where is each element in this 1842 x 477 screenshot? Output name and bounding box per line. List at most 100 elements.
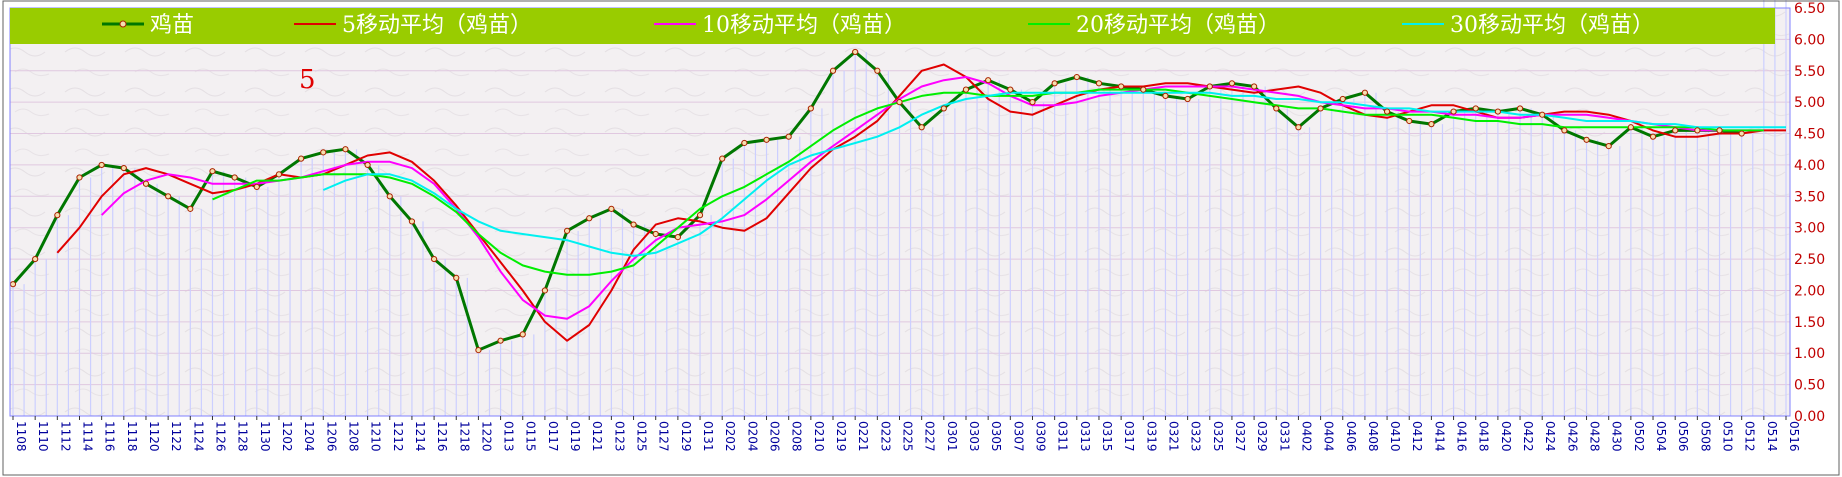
x-tick-label: 1110 xyxy=(36,421,50,452)
x-tick-label: 0313 xyxy=(1078,421,1092,452)
x-tick-label: 0115 xyxy=(524,421,538,452)
price-point xyxy=(608,205,615,212)
price-point xyxy=(253,183,260,190)
x-tick-label: 0305 xyxy=(989,421,1003,452)
x-tick-label: 0309 xyxy=(1033,421,1047,452)
price-point xyxy=(1295,124,1302,131)
x-tick-label: 1130 xyxy=(258,421,272,452)
x-axis: 1108 1110 1112 1114 1116 1118 1120 1122 1124 1126… xyxy=(12,416,1801,452)
price-point xyxy=(1051,80,1058,87)
x-tick-label: 1118 xyxy=(125,421,139,452)
x-tick-label: 0327 xyxy=(1233,421,1247,452)
y-tick-label: 3.00 xyxy=(1794,221,1825,237)
price-point xyxy=(741,139,748,147)
price-point xyxy=(829,67,837,74)
price-point xyxy=(1383,108,1391,115)
price-point xyxy=(1339,95,1346,103)
x-tick-label: 0206 xyxy=(768,421,782,452)
price-point xyxy=(541,287,549,294)
price-point xyxy=(453,274,460,282)
price-point xyxy=(1317,105,1324,112)
legend-label-3: 20移动平均（鸡苗） xyxy=(1076,13,1280,38)
x-tick-label: 0127 xyxy=(657,421,671,452)
y-tick-label: 1.00 xyxy=(1794,346,1825,362)
price-point xyxy=(1450,108,1457,115)
x-tick-label: 0119 xyxy=(568,421,582,452)
x-tick-label: 0301 xyxy=(945,421,959,452)
price-point xyxy=(962,86,970,93)
price-point xyxy=(1029,99,1036,106)
legend-label-2: 10移动平均（鸡苗） xyxy=(702,13,906,38)
price-point xyxy=(563,227,571,234)
price-point xyxy=(497,337,504,344)
x-tick-label: 0514 xyxy=(1765,421,1779,452)
x-tick-label: 0416 xyxy=(1455,421,1469,452)
x-tick-label: 0406 xyxy=(1344,421,1358,452)
x-tick-label: 1128 xyxy=(236,421,250,452)
price-point xyxy=(1627,124,1634,131)
price-point xyxy=(386,193,393,200)
price-point xyxy=(896,99,903,106)
y-tick-label: 6.50 xyxy=(1794,1,1825,17)
price-point xyxy=(1140,86,1147,93)
legend-label-4: 30移动平均（鸡苗） xyxy=(1450,13,1654,38)
x-tick-label: 0208 xyxy=(790,421,804,452)
x-tick-label: 0210 xyxy=(812,421,826,452)
x-tick-label: 0424 xyxy=(1543,421,1557,452)
price-point xyxy=(1162,92,1169,99)
x-tick-label: 0204 xyxy=(745,421,759,452)
price-point xyxy=(763,136,770,143)
x-tick-label: 1112 xyxy=(58,421,72,452)
price-point xyxy=(275,171,283,178)
x-tick-label: 0420 xyxy=(1499,421,1513,452)
price-point xyxy=(1494,108,1501,115)
x-tick-label: 1216 xyxy=(435,421,449,452)
x-tick-label: 1208 xyxy=(346,421,360,452)
x-tick-label: 0223 xyxy=(878,421,892,452)
x-tick-label: 0129 xyxy=(679,421,693,452)
price-point xyxy=(852,48,859,56)
x-tick-label: 1220 xyxy=(479,421,493,452)
price-point xyxy=(940,105,947,112)
y-tick-label: 2.50 xyxy=(1794,252,1825,268)
x-tick-label: 1114 xyxy=(80,421,94,452)
price-markers xyxy=(9,48,1745,354)
x-tick-label: 1204 xyxy=(302,421,316,452)
x-tick-label: 0317 xyxy=(1122,421,1136,452)
price-point xyxy=(630,221,637,228)
x-tick-label: 0410 xyxy=(1388,421,1402,452)
x-tick-label: 1206 xyxy=(324,421,338,452)
price-point xyxy=(342,146,349,153)
y-tick-label: 1.50 xyxy=(1794,315,1825,331)
y-tick-label: 0.50 xyxy=(1794,378,1825,394)
x-tick-label: 1116 xyxy=(103,421,117,452)
x-tick-label: 1202 xyxy=(280,421,294,452)
x-tick-label: 0303 xyxy=(967,421,981,452)
price-point xyxy=(1583,136,1590,143)
legend: 鸡苗 5移动平均（鸡苗） 10移动平均（鸡苗） 20移动平均（鸡苗） 30移动平均（鸡苗… xyxy=(102,13,1654,38)
x-tick-label: 0402 xyxy=(1299,421,1313,452)
price-point xyxy=(1539,111,1546,118)
x-tick-label: 1124 xyxy=(191,421,205,452)
x-tick-label: 0428 xyxy=(1588,421,1602,452)
price-point xyxy=(785,133,792,140)
volume-bars xyxy=(12,0,1787,416)
x-tick-label: 0315 xyxy=(1100,421,1114,452)
x-tick-label: 0131 xyxy=(701,421,715,452)
x-tick-label: 1212 xyxy=(391,421,405,452)
price-point xyxy=(696,212,704,219)
x-tick-label: 1120 xyxy=(147,421,161,452)
legend-bar xyxy=(10,8,1775,44)
x-tick-label: 1122 xyxy=(169,421,183,452)
series-line-2 xyxy=(100,76,1764,320)
x-tick-label: 0404 xyxy=(1322,421,1336,452)
price-point xyxy=(231,174,238,181)
price-point xyxy=(985,77,992,84)
x-tick-label: 0516 xyxy=(1787,421,1801,452)
price-point xyxy=(1361,89,1369,96)
price-point xyxy=(1273,105,1280,112)
price-point xyxy=(874,67,881,74)
price-point xyxy=(1716,127,1723,134)
legend-label-0: 鸡苗 xyxy=(150,13,194,38)
price-point xyxy=(1561,127,1568,134)
